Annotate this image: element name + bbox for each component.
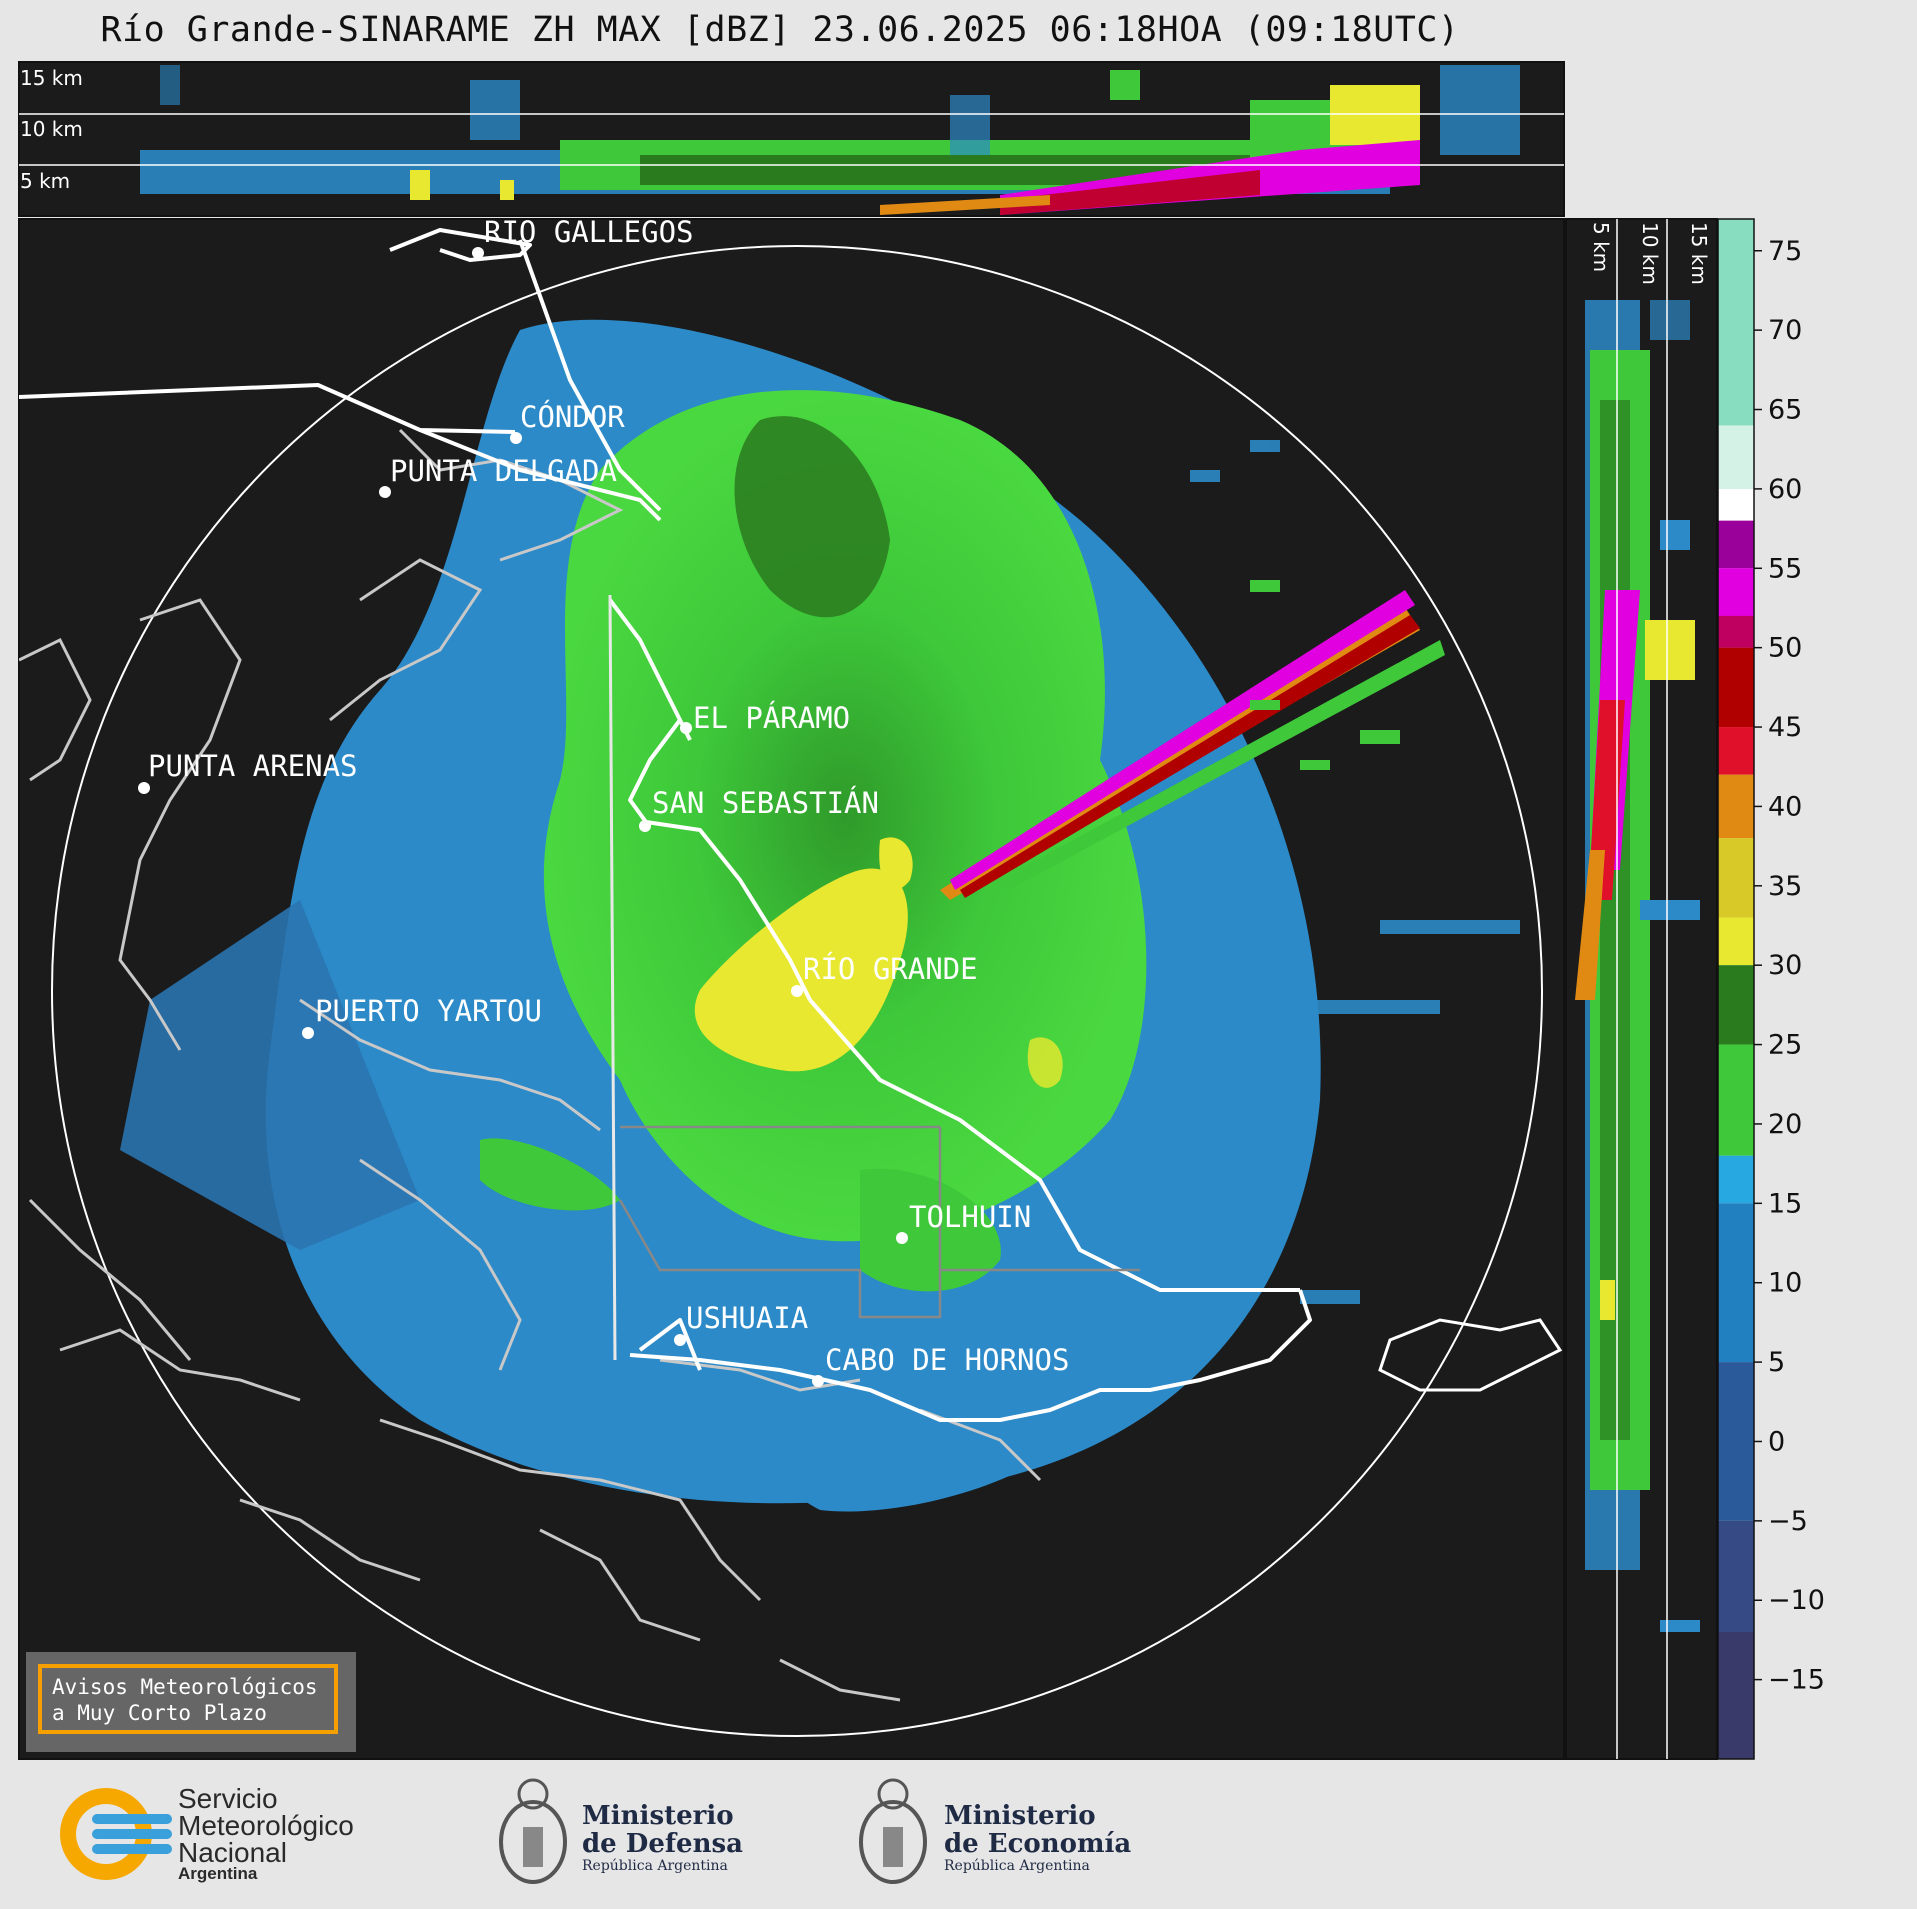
top-height-label-5: 5 km	[20, 169, 70, 193]
defensa-name: Ministerio de Defensa República Argentin…	[582, 1801, 743, 1874]
colorbar-band	[1718, 1203, 1754, 1363]
place-label-el-paramo: EL PÁRAMO	[693, 701, 850, 735]
colorbar-band	[1718, 520, 1754, 569]
top-height-label-10: 10 km	[20, 117, 83, 141]
colorbar-tick-label: 15	[1768, 1188, 1802, 1219]
colorbar-tick-label: 5	[1768, 1347, 1785, 1378]
smn-country: Argentina	[178, 1864, 258, 1883]
colorbar-tick-label: 50	[1768, 633, 1802, 664]
colorbar-tick-label: 45	[1768, 712, 1802, 743]
colorbar-tick-label: 30	[1768, 950, 1802, 981]
colorbar-band	[1718, 917, 1754, 966]
colorbar-band	[1718, 647, 1754, 728]
colorbar-band	[1718, 1155, 1754, 1204]
place-label-rio-grande: RÍO GRANDE	[803, 952, 978, 986]
colorbar-band	[1718, 1631, 1754, 1759]
top-cross-section: 15 km 10 km 5 km	[18, 61, 1565, 217]
economia-name: Ministerio de Economía República Argenti…	[944, 1801, 1132, 1874]
colorbar-tick-label: 60	[1768, 474, 1802, 505]
colorbar-tick-label: 55	[1768, 553, 1802, 584]
borders-roads	[19, 228, 1312, 1422]
smn-name: Servicio Meteorológico Nacional	[178, 1783, 354, 1868]
colorbar-band	[1718, 727, 1754, 775]
colorbar-band	[1718, 965, 1754, 1045]
radar-map-panel: RÍO GALLEGOS CÓNDOR PUNTA DELGADA EL PÁR…	[18, 215, 1565, 1760]
colorbar-tick-label: 20	[1768, 1109, 1802, 1140]
colorbar-band	[1718, 774, 1754, 839]
echo-green-region	[543, 390, 1147, 1242]
warning-box-line2: a Muy Corto Plazo	[52, 1701, 267, 1725]
colorbar-tick-label: 0	[1768, 1426, 1785, 1457]
smn-logo-icon	[60, 1788, 172, 1880]
place-label-rio-gallegos: RÍO GALLEGOS	[484, 215, 694, 249]
side-height-label-15: 15 km	[1687, 222, 1711, 285]
colorbar-tick-label: 75	[1768, 236, 1802, 267]
footer-logos: Servicio Meteorológico Nacional Argentin…	[0, 1760, 1917, 1909]
place-label-punta-arenas: PUNTA ARENAS	[148, 749, 358, 783]
colorbar-band	[1718, 1520, 1754, 1632]
top-height-label-15: 15 km	[20, 66, 83, 90]
colorbar-tick-label: 40	[1768, 791, 1802, 822]
colorbar-tick-label: 35	[1768, 871, 1802, 902]
place-label-san-sebastian: SAN SEBASTIÁN	[652, 786, 879, 820]
colorbar-tick-label: 10	[1768, 1268, 1802, 1299]
map-title: Río Grande-SINARAME ZH MAX [dBZ] 23.06.2…	[100, 10, 1460, 50]
colorbar-band	[1718, 615, 1754, 648]
place-label-condor: CÓNDOR	[520, 400, 625, 434]
place-label-cabo-de-hornos: CABO DE HORNOS	[825, 1343, 1069, 1377]
place-markers: RÍO GALLEGOS CÓNDOR PUNTA DELGADA EL PÁR…	[138, 215, 1069, 1387]
colorbar-tick-label: 70	[1768, 315, 1802, 346]
side-height-label-5: 5 km	[1589, 222, 1613, 272]
colorbar-tick-label: 25	[1768, 1030, 1802, 1061]
economia-seal-icon	[859, 1778, 927, 1884]
range-ring	[51, 245, 1543, 1737]
colorbar-tick-label: −5	[1768, 1506, 1808, 1537]
place-label-punta-delgada: PUNTA DELGADA	[390, 454, 617, 488]
colorbar-tick-label: 65	[1768, 395, 1802, 426]
colorbar-tick-label: −10	[1768, 1585, 1825, 1616]
colorbar-band	[1718, 838, 1754, 918]
side-cross-section: 5 km 10 km 15 km	[1565, 218, 1718, 1760]
warning-box[interactable]: Avisos Meteorológicos a Muy Corto Plazo	[26, 1652, 356, 1752]
colorbar-frame	[1717, 218, 1755, 1760]
colorbar-band	[1718, 488, 1754, 521]
echo-yellow-core	[694, 868, 908, 1072]
defensa-seal-icon	[499, 1778, 567, 1884]
warning-box-line1: Avisos Meteorológicos	[52, 1675, 318, 1699]
colorbar-tick-label: −15	[1768, 1665, 1825, 1696]
place-label-puerto-yartou: PUERTO YARTOU	[315, 994, 542, 1028]
colorbar-band	[1718, 1044, 1754, 1156]
colorbar-band	[1718, 425, 1754, 489]
side-height-label-10: 10 km	[1638, 222, 1662, 285]
place-label-tolhuin: TOLHUIN	[909, 1200, 1031, 1234]
place-label-ushuaia: USHUAIA	[686, 1301, 808, 1335]
colorbar-band	[1718, 1362, 1754, 1521]
